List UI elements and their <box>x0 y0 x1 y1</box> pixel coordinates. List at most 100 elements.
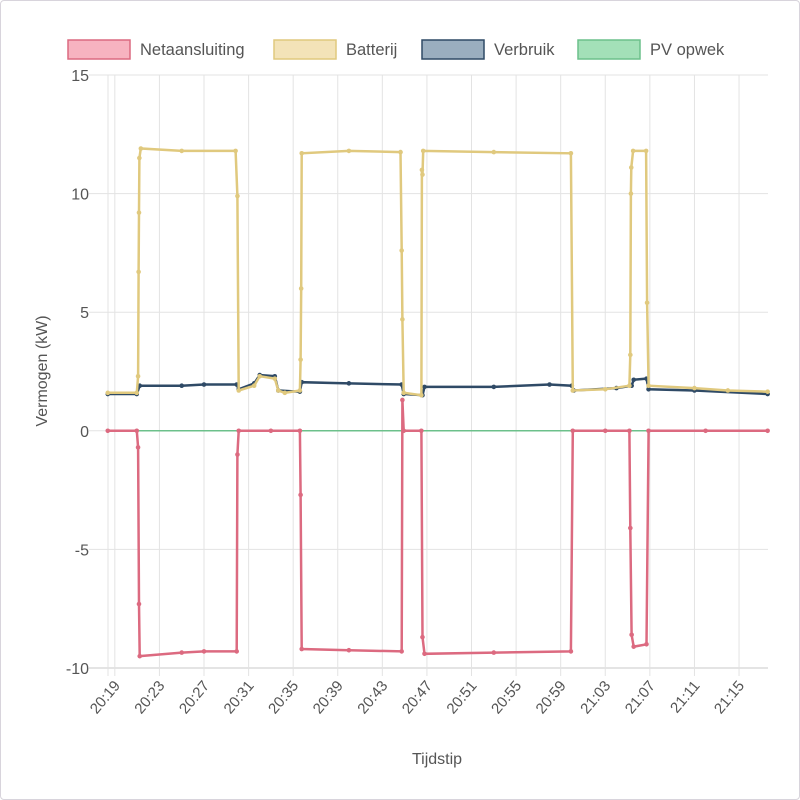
data-point <box>282 390 288 396</box>
data-point <box>627 428 632 434</box>
legend-label: Verbruik <box>494 41 555 59</box>
data-point <box>233 148 238 154</box>
data-point <box>398 149 403 155</box>
data-point <box>346 647 352 653</box>
data-point <box>630 148 636 154</box>
data-point <box>644 641 649 647</box>
data-point <box>236 428 242 434</box>
x-tick-label: 20:59 <box>533 678 570 718</box>
data-point <box>201 649 207 654</box>
data-point <box>179 148 185 154</box>
data-point <box>602 386 608 392</box>
data-point <box>419 392 424 398</box>
series-verbruik <box>105 372 770 398</box>
data-point <box>399 248 404 253</box>
x-tick-label: 20:39 <box>310 678 347 718</box>
data-point <box>644 300 650 306</box>
x-tick-label: 20:27 <box>176 678 213 718</box>
data-point <box>422 384 427 390</box>
data-point <box>765 428 770 434</box>
data-point <box>400 317 405 322</box>
data-point <box>602 428 608 434</box>
data-point <box>298 357 303 362</box>
data-point <box>297 388 303 393</box>
data-point <box>725 388 731 393</box>
data-point <box>136 269 141 275</box>
data-point <box>646 386 651 392</box>
data-point <box>419 428 424 434</box>
x-tick-label: 20:31 <box>220 678 257 718</box>
data-point <box>400 397 405 403</box>
data-point <box>137 653 143 659</box>
data-point <box>692 385 697 391</box>
y-tick-label: 10 <box>71 187 89 204</box>
legend-swatch <box>577 39 641 60</box>
x-axis-title: Tijdstip <box>412 751 462 768</box>
data-point <box>628 165 634 170</box>
data-point <box>298 492 303 498</box>
data-point <box>268 428 274 434</box>
data-point <box>251 383 257 389</box>
data-point <box>420 172 425 177</box>
data-point <box>401 390 407 396</box>
data-point <box>765 389 770 394</box>
data-point <box>629 632 634 638</box>
x-tick-label: 20:51 <box>443 678 480 718</box>
series-layer <box>105 146 770 659</box>
data-point <box>297 428 303 434</box>
data-point <box>627 383 632 389</box>
data-point <box>136 601 142 607</box>
data-point <box>628 525 633 531</box>
data-point <box>631 377 636 383</box>
y-axis-title: Vermogen (kW) <box>34 315 51 426</box>
data-point <box>568 649 574 654</box>
y-tick-label: -5 <box>75 542 89 559</box>
data-point <box>628 191 634 196</box>
data-point <box>628 352 633 358</box>
data-point <box>420 148 426 154</box>
x-tick-label: 20:55 <box>488 678 525 718</box>
data-point <box>570 388 576 393</box>
data-point <box>135 445 141 450</box>
data-point <box>643 148 649 154</box>
grid <box>89 74 768 676</box>
data-point <box>568 150 574 156</box>
data-point <box>105 390 111 396</box>
x-tick-label: 20:47 <box>399 678 436 718</box>
legend: Netaansluiting Batterij Verbruik PV opwek <box>67 39 725 60</box>
data-point <box>346 381 352 386</box>
data-point <box>491 384 497 390</box>
data-point <box>136 210 142 215</box>
data-point <box>236 388 242 393</box>
data-point <box>491 149 497 155</box>
y-tick-label: 5 <box>80 305 89 322</box>
legend-swatch <box>67 39 131 60</box>
data-point <box>105 428 111 434</box>
series-line <box>107 373 768 397</box>
x-tick-label: 20:19 <box>87 678 124 718</box>
data-point <box>235 193 240 199</box>
data-point <box>420 634 425 640</box>
series-line <box>107 147 768 397</box>
x-tick-label: 20:23 <box>131 678 168 718</box>
data-point <box>547 382 552 387</box>
x-axis: 20:19 20:23 20:27 20:31 20:35 20:39 20:43 20:47… <box>87 678 748 718</box>
data-point <box>419 167 425 173</box>
x-tick-label: 20:43 <box>354 678 391 718</box>
data-point <box>703 428 708 434</box>
data-point <box>138 146 144 151</box>
y-tick-label: 0 <box>80 424 89 441</box>
x-tick-label: 21:07 <box>622 678 659 718</box>
legend-swatch <box>421 39 485 60</box>
series-netaansluiting <box>105 397 770 659</box>
data-point <box>234 649 239 654</box>
legend-label: Netaansluiting <box>140 41 245 59</box>
data-point <box>179 383 185 389</box>
data-point <box>646 383 651 389</box>
data-point <box>631 644 636 649</box>
series-line <box>107 399 768 658</box>
data-point <box>134 390 140 396</box>
legend-label: Batterij <box>346 41 397 59</box>
data-point <box>257 373 263 379</box>
